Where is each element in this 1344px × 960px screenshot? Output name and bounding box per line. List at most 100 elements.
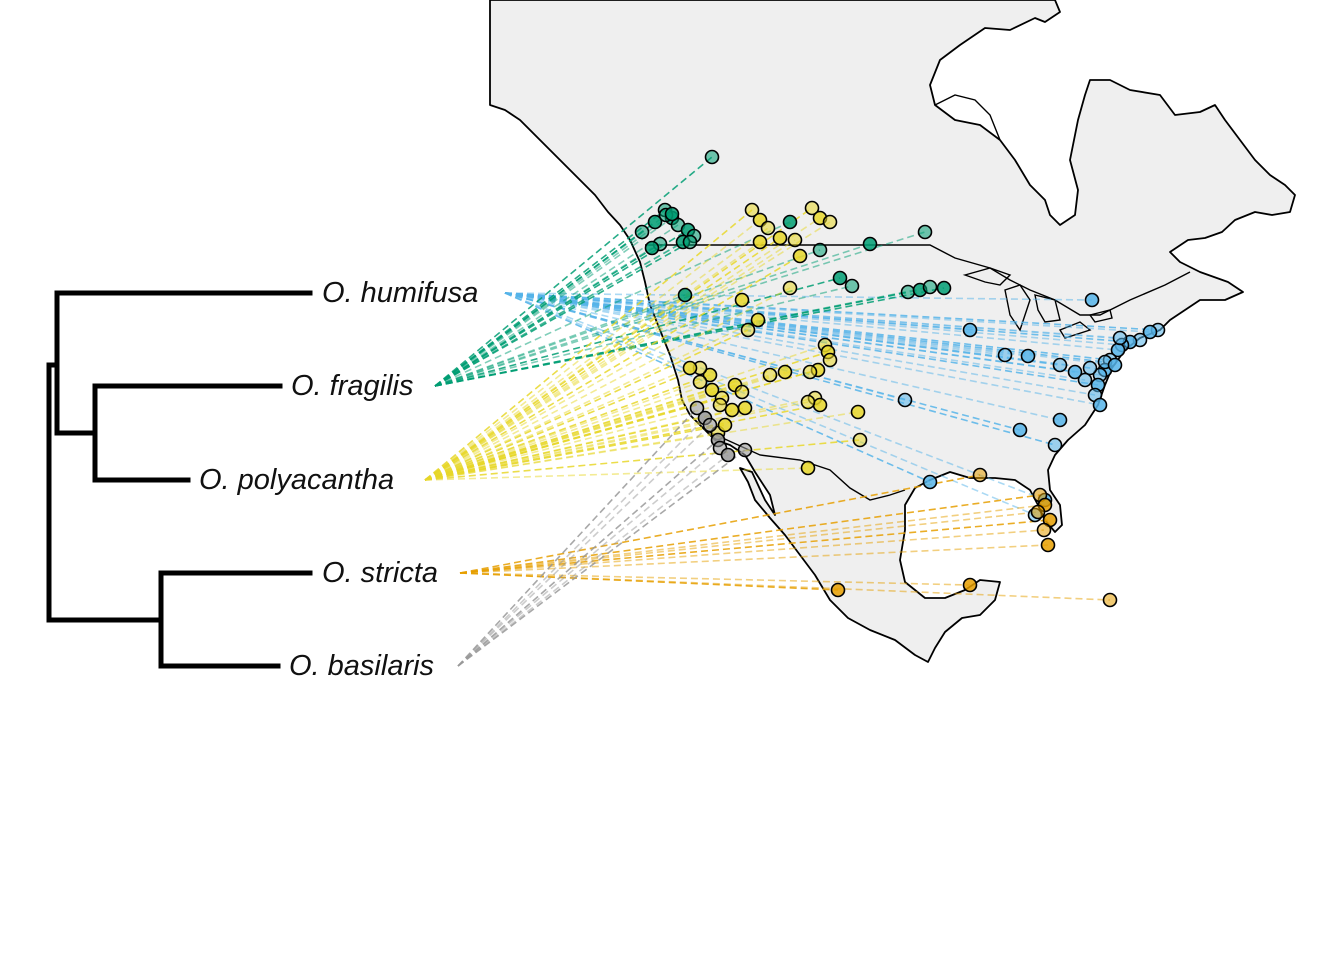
connector-line [424,439,861,481]
connector-line [459,511,1039,574]
tip-label-fragilis: O. fragilis [291,370,413,402]
occurrence-point [720,447,736,463]
occurrence-point [772,230,788,246]
connector-line [457,439,719,667]
occurrence-point [800,394,816,410]
occurrence-point [1030,504,1046,520]
connector-line [459,474,981,574]
occurrence-point [832,270,848,286]
connector-line [424,319,759,481]
occurrence-point [1077,372,1093,388]
connector-line [424,255,801,481]
connector-line [424,432,719,481]
connector-line [424,404,721,481]
connector-line [424,411,859,481]
connector-line [424,381,701,481]
connector-line [504,292,1061,421]
occurrence-point [830,582,846,598]
connector-line [424,424,726,481]
occurrence-point [962,322,978,338]
connector-line [424,344,826,481]
occurrence-point [862,236,878,252]
occurrence-point [752,234,768,250]
occurrence-point [900,284,916,300]
occurrence-point [1142,324,1158,340]
occurrence-point [897,392,913,408]
us-mexico-border [704,429,906,501]
occurrence-point [734,292,750,308]
connector-line [459,572,971,586]
connector-line [424,221,831,481]
connector-line [424,239,796,481]
occurrence-point [1084,292,1100,308]
connector-line [504,292,906,401]
connector-line [424,227,769,481]
north-america-map [489,0,1296,663]
us-canada-border [645,244,1191,316]
phylogenetic-tree [46,290,313,669]
connector-line [504,292,1096,396]
occurrence-point [734,384,750,400]
connector-line [457,454,729,667]
connector-line [424,209,753,481]
connector-line [434,241,691,387]
connector-line [434,224,679,387]
connector-line [504,292,1056,446]
occurrence-point [634,224,650,240]
occurrence-point [717,417,733,433]
occurrence-point [744,202,760,218]
connector-line [424,219,761,481]
occurrence-point [1052,412,1068,428]
connector-line [434,287,945,387]
occurrence-point [760,220,776,236]
connector-line [459,572,839,591]
connector-line [504,292,1101,406]
tip-label-polyacantha: O. polyacantha [199,464,394,496]
connector-line [504,292,1086,381]
occurrence-point [822,214,838,230]
occurrence-point [922,279,938,295]
land-mass [489,0,1296,663]
occurrence-point [997,347,1013,363]
connector-line [459,519,1051,574]
connector-line [504,292,1121,339]
occurrence-point [792,248,808,264]
occurrence-point [704,149,720,165]
occurrence-point [704,382,720,398]
connector-line [459,572,1111,601]
occurrence-point [682,360,698,376]
occurrence-point [1036,522,1052,538]
occurrence-point [750,312,766,328]
occurrence-point [724,402,740,418]
connector-line [434,221,791,387]
occurrence-point [917,224,933,240]
occurrence-point [804,200,820,216]
occurrence-point [647,214,663,230]
occurrence-point [740,322,756,338]
occurrence-point [822,352,838,368]
connector-line [504,292,1119,351]
connector-line [434,241,684,387]
connector-line [504,292,1036,516]
occurrence-point [702,367,718,383]
occurrence-point [702,417,718,433]
hudson-bay [934,94,1001,141]
connector-line [434,286,931,387]
connector-line [504,292,1151,333]
connector-line [504,292,1093,301]
occurrence-point [936,280,952,296]
connector-lines [424,156,1159,667]
connector-line [457,407,698,667]
connector-line [504,292,1076,373]
connector-line [434,285,853,387]
tip-label-stricta: O. stricta [322,557,438,589]
occurrence-point [777,364,793,380]
occurrence-point [972,467,988,483]
occurrence-point [1040,537,1056,553]
occurrence-point [1020,348,1036,364]
connector-line [424,384,736,481]
occurrence-point [1082,360,1098,376]
occurrence-point [1012,422,1028,438]
occurrence-point [812,242,828,258]
connector-line [424,367,691,481]
